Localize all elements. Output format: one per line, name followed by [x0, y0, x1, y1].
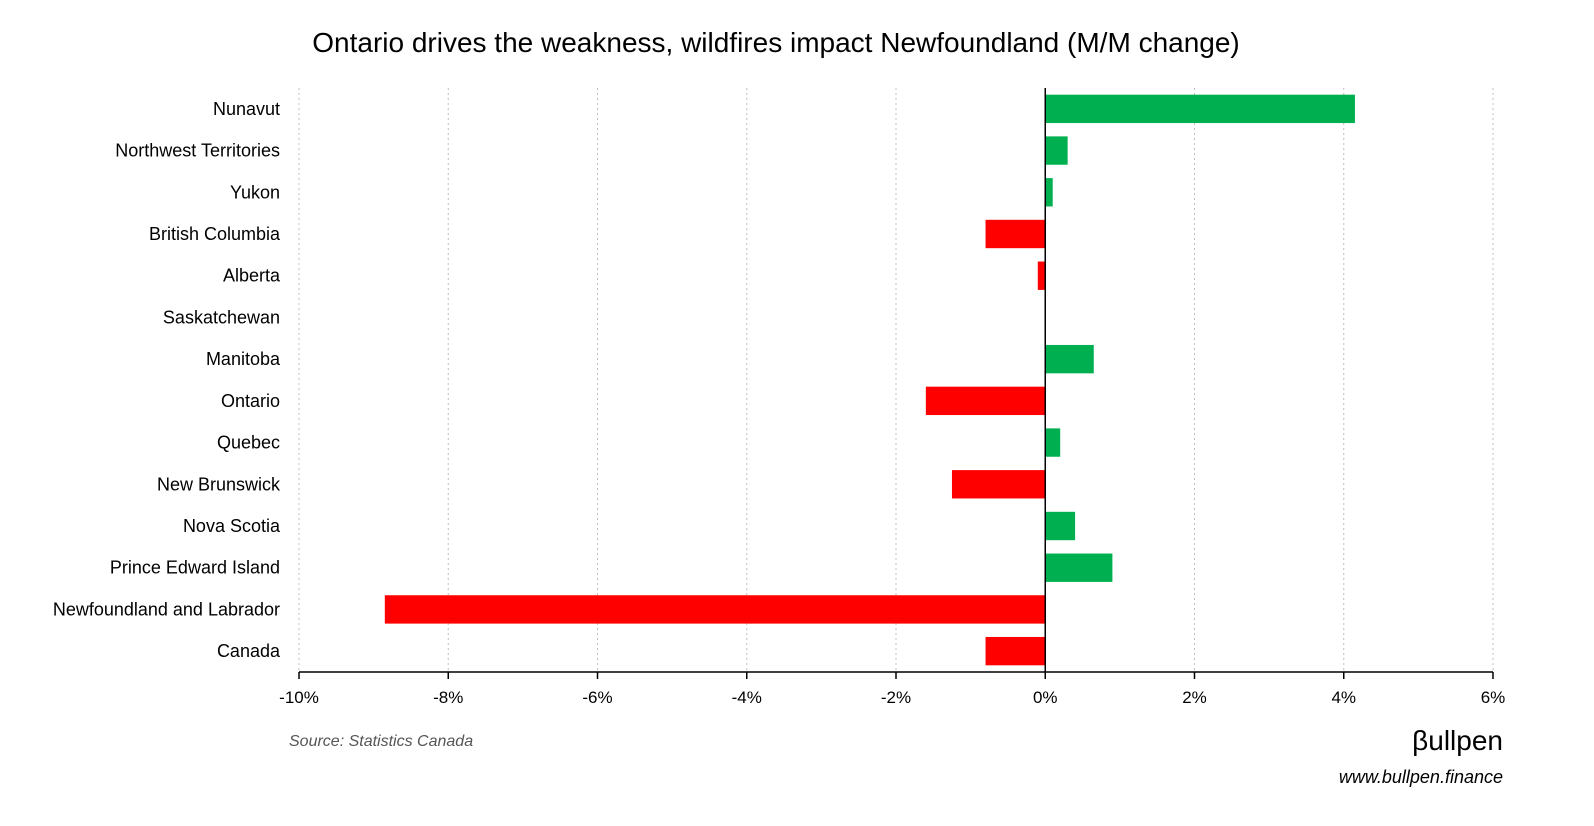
x-tick-label: 6% — [1481, 688, 1506, 707]
x-tick-label: 0% — [1033, 688, 1058, 707]
category-label: Nova Scotia — [183, 516, 281, 536]
bar-nova-scotia — [1045, 511, 1076, 541]
bar-british-columbia — [985, 219, 1046, 249]
bars — [384, 94, 1355, 666]
category-label: Northwest Territories — [115, 141, 280, 161]
x-tick-labels: -10% -8% -6% -4% -2% 0% 2% 4% 6% — [279, 688, 1505, 707]
bar-newfoundland-and-labrador — [384, 595, 1046, 624]
bar-quebec — [1045, 428, 1061, 457]
bar-prince-edward-island — [1045, 553, 1113, 582]
bar-manitoba — [1045, 344, 1094, 374]
axes — [298, 88, 1494, 679]
bar-canada — [985, 636, 1046, 666]
category-label: Quebec — [217, 433, 280, 453]
website-url: www.bullpen.finance — [1339, 767, 1503, 787]
bar-northwest-territories — [1045, 136, 1068, 165]
x-tick-label: -4% — [732, 688, 762, 707]
category-label: Alberta — [223, 266, 281, 286]
category-label: Prince Edward Island — [110, 558, 280, 578]
category-label: Canada — [217, 641, 281, 661]
category-label: Manitoba — [206, 349, 281, 369]
bar-ontario — [925, 386, 1046, 416]
x-tick-label: -8% — [433, 688, 463, 707]
bar-nunavut — [1045, 94, 1355, 124]
source-note: Source: Statistics Canada — [289, 733, 473, 750]
x-tick-label: 2% — [1182, 688, 1207, 707]
x-tick-label: -10% — [279, 688, 319, 707]
gridlines — [298, 88, 1494, 672]
category-label: New Brunswick — [157, 474, 281, 494]
x-tick-label: -6% — [582, 688, 612, 707]
category-label: Nunavut — [213, 99, 280, 119]
category-label: Newfoundland and Labrador — [53, 599, 280, 619]
category-labels: Nunavut Northwest Territories Yukon British… — [53, 99, 281, 661]
bar-new-brunswick — [951, 470, 1046, 499]
bar-yukon — [1045, 178, 1053, 207]
x-tick-label: -2% — [881, 688, 911, 707]
category-label: Yukon — [230, 182, 280, 202]
chart-title: Ontario drives the weakness, wildfires i… — [312, 27, 1240, 58]
category-label: Saskatchewan — [163, 307, 280, 327]
x-tick-label: 4% — [1331, 688, 1356, 707]
bullpen-logo: βullpen — [1412, 725, 1503, 756]
bar-alberta — [1037, 261, 1046, 290]
category-label: British Columbia — [149, 224, 281, 244]
category-label: Ontario — [221, 391, 280, 411]
